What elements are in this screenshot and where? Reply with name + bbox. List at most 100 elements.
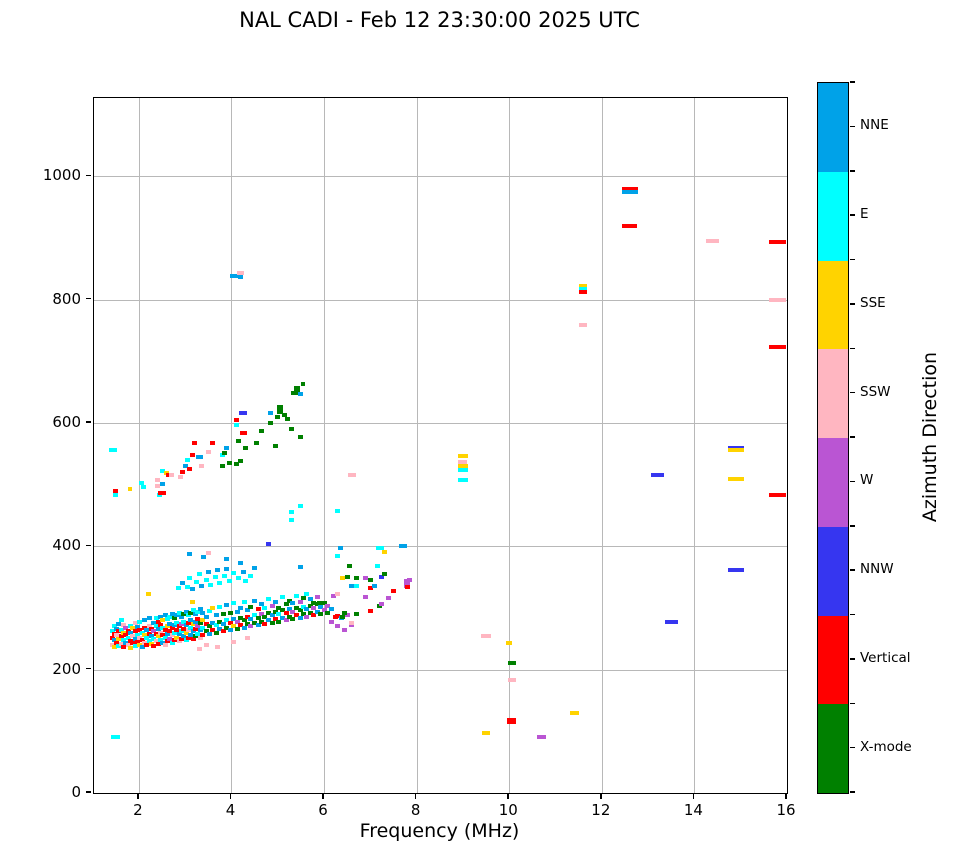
data-point <box>146 616 152 621</box>
data-point <box>231 571 237 576</box>
colorbar-segment-nnw <box>818 526 848 616</box>
data-point <box>219 453 225 458</box>
data-point <box>344 613 350 618</box>
data-point <box>210 620 216 625</box>
grid-line-x <box>601 98 603 793</box>
data-point <box>372 584 378 589</box>
data-point <box>374 564 380 569</box>
y-tick-mark <box>86 667 91 670</box>
data-point <box>224 602 230 607</box>
x-tick-mark <box>137 794 139 799</box>
data-point <box>340 615 346 620</box>
data-point <box>155 619 161 624</box>
data-point <box>353 583 359 588</box>
data-point <box>728 448 745 453</box>
colorbar-center-tick <box>850 214 855 216</box>
data-point <box>192 619 198 624</box>
data-point <box>248 617 254 622</box>
data-point <box>130 626 136 631</box>
data-point <box>239 410 248 415</box>
data-point <box>203 622 209 627</box>
data-point <box>114 633 120 638</box>
data-point <box>175 586 181 591</box>
data-point <box>404 578 411 588</box>
data-point <box>349 620 355 625</box>
data-point <box>353 612 359 617</box>
grid-line-x <box>694 98 696 793</box>
data-point <box>160 625 166 630</box>
data-point <box>188 610 194 615</box>
data-point <box>325 603 331 608</box>
data-point <box>138 481 144 486</box>
data-point <box>241 599 247 604</box>
data-point <box>303 614 309 619</box>
data-point <box>404 585 410 590</box>
x-tick-mark <box>507 794 509 799</box>
x-tick-label: 8 <box>410 801 421 819</box>
data-point <box>176 639 182 644</box>
data-point <box>293 613 299 618</box>
data-point <box>297 599 303 604</box>
data-point <box>728 568 745 573</box>
data-point <box>769 493 787 498</box>
data-point <box>111 645 117 650</box>
y-tick-label: 600 <box>52 412 81 431</box>
data-point <box>340 575 346 580</box>
data-point <box>217 604 223 609</box>
colorbar-segment-vertical <box>818 615 848 705</box>
data-point <box>621 190 638 195</box>
data-point <box>144 628 150 633</box>
colorbar-boundary-tick <box>850 347 855 349</box>
data-point <box>298 392 304 396</box>
data-point <box>379 602 385 607</box>
colorbar-label: NNE <box>860 117 889 134</box>
data-point <box>291 391 297 396</box>
data-point <box>187 551 193 556</box>
data-point <box>137 628 143 633</box>
data-point <box>174 620 180 625</box>
colorbar-label: E <box>860 206 869 223</box>
grid-line-y <box>94 546 787 548</box>
data-point <box>181 634 187 639</box>
data-point <box>328 607 334 612</box>
data-point <box>252 598 258 603</box>
data-point <box>118 617 124 622</box>
data-point <box>457 464 468 469</box>
data-point <box>160 640 166 645</box>
data-point <box>664 620 678 625</box>
data-point <box>317 612 323 617</box>
data-point <box>137 642 143 647</box>
data-point <box>189 600 195 605</box>
data-point <box>125 642 131 647</box>
data-point <box>379 575 385 580</box>
colorbar <box>817 82 849 794</box>
data-point <box>169 640 175 645</box>
data-point <box>286 607 292 612</box>
data-point <box>335 614 341 618</box>
data-point <box>293 605 299 610</box>
data-point <box>148 641 154 646</box>
data-point <box>344 575 350 580</box>
data-point <box>222 450 228 455</box>
data-point <box>121 623 127 628</box>
data-point <box>252 565 258 570</box>
grid-line-x <box>509 98 511 793</box>
data-point <box>224 556 230 561</box>
data-point <box>146 639 152 644</box>
data-point <box>130 633 136 638</box>
data-point <box>111 624 117 629</box>
data-point <box>132 636 138 641</box>
data-point <box>114 626 120 631</box>
data-point <box>255 615 261 620</box>
y-tick-label: 200 <box>52 659 81 678</box>
data-point <box>335 509 341 514</box>
data-point <box>151 644 157 649</box>
data-point <box>254 440 260 445</box>
grid-line-x <box>231 98 233 793</box>
data-point <box>335 553 341 558</box>
data-point <box>205 551 211 556</box>
data-point <box>198 464 204 469</box>
data-point <box>317 604 323 609</box>
grid-line-y <box>94 422 787 424</box>
data-point <box>188 618 194 623</box>
